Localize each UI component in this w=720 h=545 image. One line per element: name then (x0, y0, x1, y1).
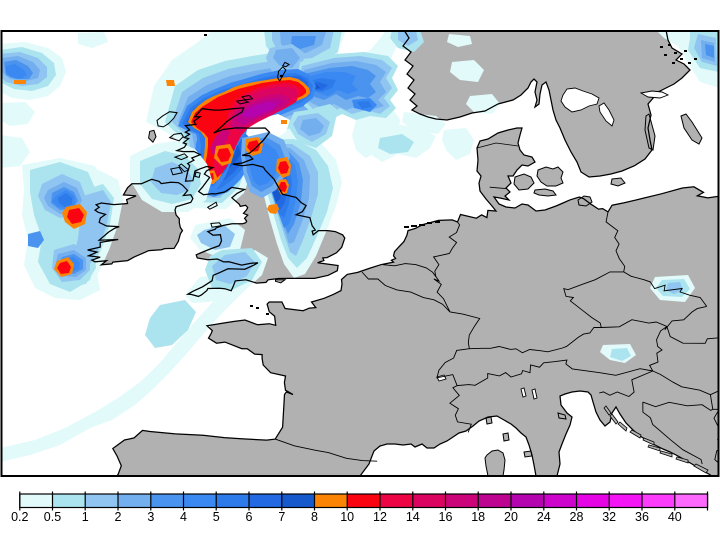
svg-text:2: 2 (115, 510, 122, 524)
svg-text:36: 36 (635, 510, 649, 524)
svg-text:0.5: 0.5 (44, 510, 61, 524)
svg-text:5: 5 (213, 510, 220, 524)
svg-text:32: 32 (602, 510, 616, 524)
svg-text:14: 14 (406, 510, 420, 524)
svg-text:0.2: 0.2 (11, 510, 28, 524)
svg-text:6: 6 (246, 510, 253, 524)
svg-text:12: 12 (373, 510, 387, 524)
svg-text:20: 20 (504, 510, 518, 524)
svg-text:28: 28 (570, 510, 584, 524)
svg-text:8: 8 (311, 510, 318, 524)
svg-text:7: 7 (278, 510, 285, 524)
svg-text:4: 4 (180, 510, 187, 524)
svg-text:16: 16 (439, 510, 453, 524)
svg-text:1: 1 (82, 510, 89, 524)
svg-text:24: 24 (537, 510, 551, 524)
svg-text:40: 40 (668, 510, 682, 524)
svg-text:10: 10 (340, 510, 354, 524)
svg-text:3: 3 (147, 510, 154, 524)
svg-text:18: 18 (471, 510, 485, 524)
